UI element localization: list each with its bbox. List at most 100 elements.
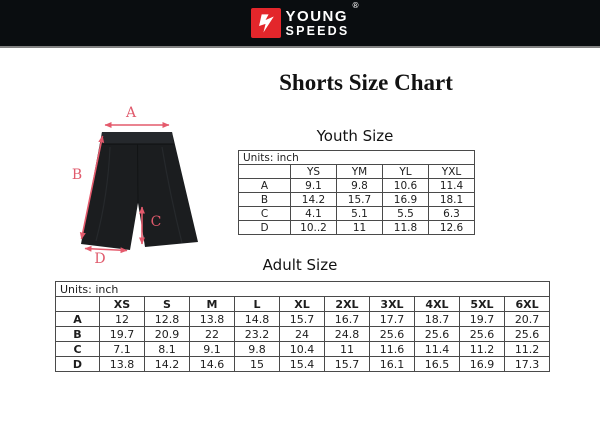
units-row: Units: inch <box>237 150 476 165</box>
size-value-cell: 9.8 <box>234 341 280 357</box>
size-value-cell: 5.5 <box>382 206 429 221</box>
size-value-cell: 19.7 <box>99 326 145 342</box>
size-column-header: YXL <box>427 164 476 179</box>
size-value-cell: 16.7 <box>324 311 370 327</box>
table-row: D 13.8 14.2 14.6 15 15.4 15.7 16.1 16.5 16.9 17.3 <box>55 356 551 372</box>
header-row: YS YM YL YXL <box>238 164 476 179</box>
size-value-cell: 16.9 <box>382 192 429 207</box>
size-value-cell: 25.6 <box>414 326 460 342</box>
size-value-cell: 15.7 <box>324 356 370 372</box>
size-value-cell: 23.2 <box>234 326 280 342</box>
brand-name-line2: SPEEDS <box>285 23 350 38</box>
size-value-cell: 13.8 <box>189 311 235 327</box>
label-C: C <box>151 214 162 230</box>
size-value-cell: 12.6 <box>427 220 476 235</box>
size-value-cell: 10.4 <box>279 341 325 357</box>
size-value-cell: 25.6 <box>369 326 415 342</box>
shorts-silhouette <box>81 132 198 250</box>
size-value-cell: 16.1 <box>369 356 415 372</box>
size-value-cell: 25.6 <box>503 326 551 342</box>
size-value-cell: 7.1 <box>99 341 145 357</box>
header-bar: YOUNG SPEEDS ® <box>0 0 600 48</box>
size-value-cell: 18.7 <box>414 311 460 327</box>
units-row: Units: inch <box>54 281 551 297</box>
row-label: D <box>55 356 100 372</box>
size-value-cell: 13.8 <box>99 356 145 372</box>
table-row: A 9.1 9.8 10.6 11.4 <box>238 178 476 193</box>
table-row: C 7.1 8.1 9.1 9.8 10.4 11 11.6 11.4 11.2 11.2 <box>55 341 551 357</box>
shorts-measurement-diagram: A B C D <box>50 95 230 267</box>
size-value-cell: 20.9 <box>144 326 190 342</box>
size-column-header: XS <box>99 296 145 312</box>
size-value-cell: 24.8 <box>324 326 370 342</box>
size-column-header: 3XL <box>369 296 415 312</box>
page-title: Shorts Size Chart <box>279 70 453 95</box>
units-label: Units: inch <box>54 281 551 297</box>
table-row: B 19.7 20.9 22 23.2 24 24.8 25.6 25.6 25.6 25.6 <box>55 326 551 342</box>
size-value-cell: 14.2 <box>144 356 190 372</box>
label-A: A <box>125 105 137 121</box>
table-row: C 4.1 5.1 5.5 6.3 <box>238 206 476 221</box>
size-value-cell: 11 <box>336 220 383 235</box>
header-row: XS S M L XL 2XL 3XL 4XL 5XL 6XL <box>55 296 551 312</box>
measurement-arrows <box>79 122 170 254</box>
size-value-cell: 9.8 <box>336 178 383 193</box>
size-value-cell: 6.3 <box>427 206 476 221</box>
size-column-header: 4XL <box>414 296 460 312</box>
size-column-header: YL <box>382 164 429 179</box>
size-column-header: XL <box>279 296 325 312</box>
size-value-cell: 9.1 <box>290 178 337 193</box>
size-value-cell: 14.8 <box>234 311 280 327</box>
size-column-header: S <box>144 296 190 312</box>
size-value-cell: 10..2 <box>290 220 337 235</box>
size-value-cell: 15.4 <box>279 356 325 372</box>
size-value-cell: 12.8 <box>144 311 190 327</box>
size-column-header: 5XL <box>459 296 505 312</box>
corner-cell <box>238 164 291 179</box>
label-B: B <box>72 167 82 183</box>
size-value-cell: 25.6 <box>459 326 505 342</box>
size-value-cell: 18.1 <box>427 192 476 207</box>
units-label: Units: inch <box>237 150 476 165</box>
size-value-cell: 11.2 <box>459 341 505 357</box>
size-value-cell: 11.4 <box>414 341 460 357</box>
size-value-cell: 20.7 <box>503 311 551 327</box>
size-value-cell: 10.6 <box>382 178 429 193</box>
row-label: C <box>238 206 291 221</box>
brand-name: YOUNG SPEEDS <box>286 9 350 38</box>
size-column-header: YM <box>336 164 383 179</box>
size-column-header: 6XL <box>503 296 551 312</box>
size-value-cell: 11.6 <box>369 341 415 357</box>
size-value-cell: 14.6 <box>189 356 235 372</box>
size-value-cell: 22 <box>189 326 235 342</box>
row-label: A <box>238 178 291 193</box>
table-row: B 14.2 15.7 16.9 18.1 <box>238 192 476 207</box>
adult-size-table: Units: inch XS S M L XL 2XL 3XL 4XL 5XL 6XL A 12 12.8… <box>54 281 551 372</box>
adult-size-heading: Adult Size <box>262 256 338 274</box>
row-label: D <box>238 220 291 235</box>
youth-size-heading: Youth Size <box>316 127 394 145</box>
size-column-header: L <box>234 296 280 312</box>
size-value-cell: 11.4 <box>427 178 476 193</box>
lightning-y-icon <box>250 8 281 38</box>
size-value-cell: 11.2 <box>503 341 551 357</box>
size-value-cell: 15 <box>234 356 280 372</box>
size-value-cell: 17.7 <box>369 311 415 327</box>
youth-size-table: Units: inch YS YM YL YXL A 9.1 9.8 10.6 11.4 B 14.2… <box>237 150 476 235</box>
row-label: B <box>238 192 291 207</box>
brand-name-line1: YOUNG <box>285 7 349 25</box>
arrow-B-side-length <box>79 135 105 240</box>
size-value-cell: 16.9 <box>459 356 505 372</box>
size-value-cell: 5.1 <box>336 206 383 221</box>
corner-cell <box>55 296 100 312</box>
size-column-header: M <box>189 296 235 312</box>
size-value-cell: 15.7 <box>336 192 383 207</box>
table-row: D 10..2 11 11.8 12.6 <box>238 220 476 235</box>
size-column-header: 2XL <box>324 296 370 312</box>
arrow-D-leg-opening <box>84 245 128 254</box>
size-value-cell: 24 <box>279 326 325 342</box>
brand-logo: YOUNG SPEEDS ® <box>250 1 359 38</box>
table-row: A 12 12.8 13.8 14.8 15.7 16.7 17.7 18.7 19.7 20.7 <box>55 311 551 327</box>
size-value-cell: 9.1 <box>189 341 235 357</box>
